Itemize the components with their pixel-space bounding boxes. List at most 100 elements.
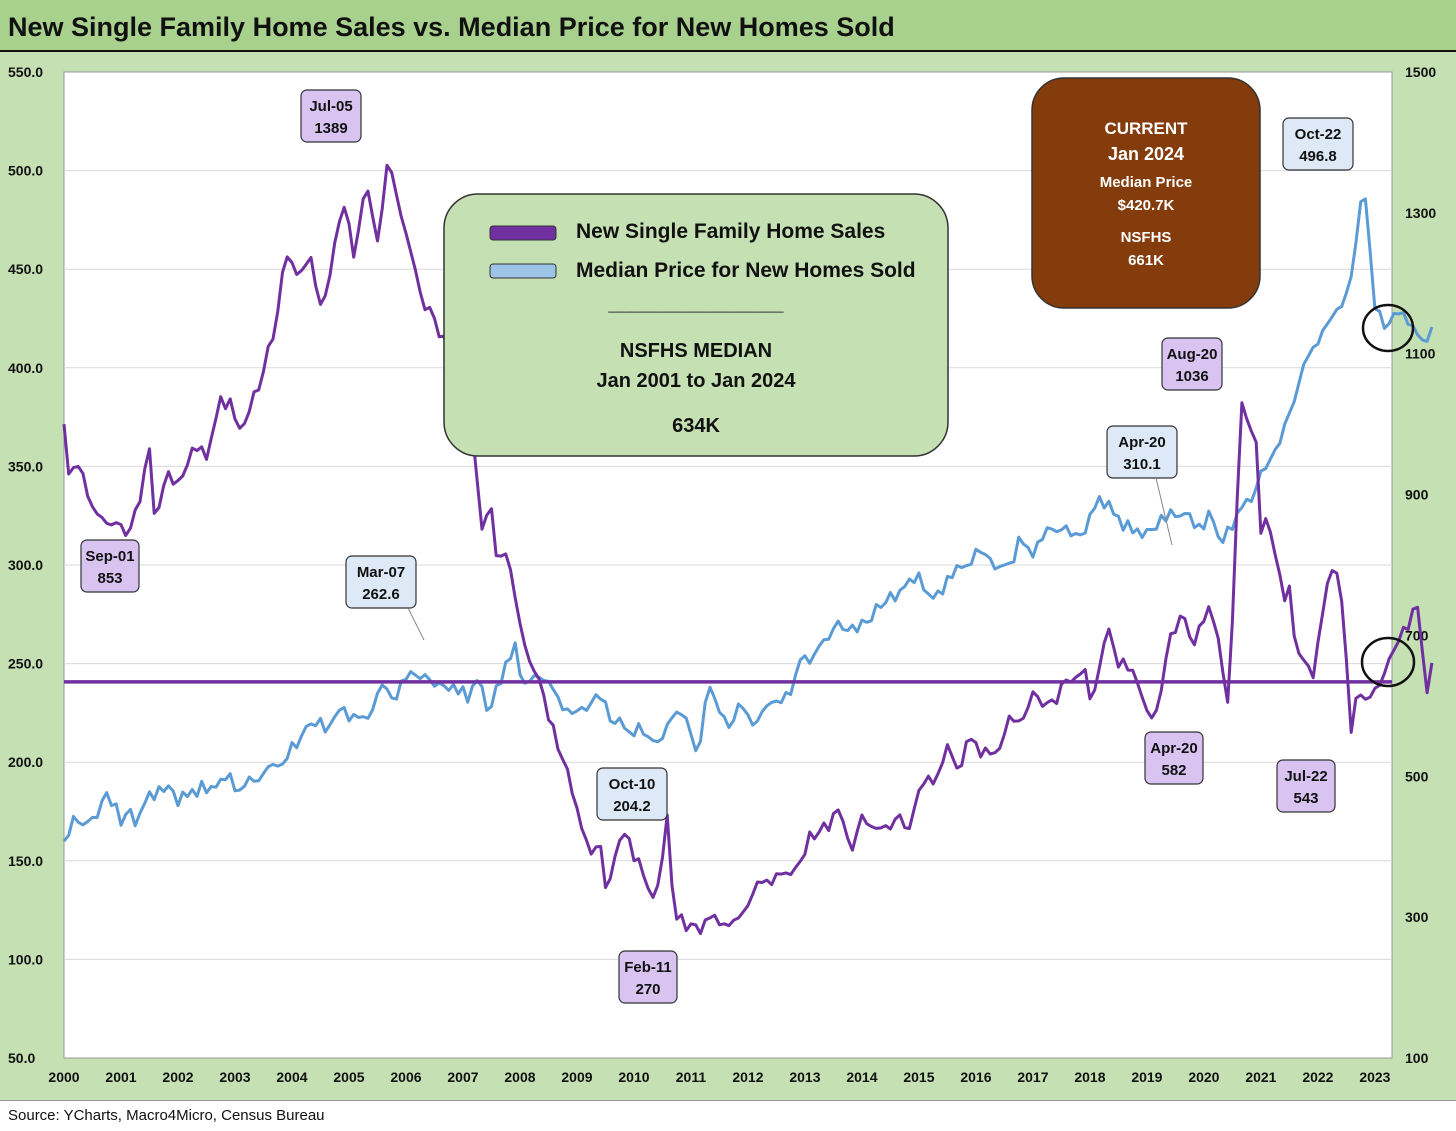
x-tick-label: 2016 [960, 1069, 991, 1085]
x-tick-label: 2013 [789, 1069, 820, 1085]
data-callout: Apr-20 582 [1144, 731, 1204, 785]
x-tick-label: 2012 [732, 1069, 763, 1085]
callout-date: Sep-01 [85, 548, 134, 565]
data-callout: Aug-20 1036 [1161, 337, 1223, 391]
current-box-line: CURRENT [1104, 119, 1188, 138]
callout-value: 853 [97, 570, 122, 587]
median-value: 634K [672, 415, 720, 437]
y-right-tick-label: 500 [1405, 768, 1429, 784]
callout-date: Mar-07 [357, 564, 405, 581]
callout-box [1276, 759, 1336, 813]
y-right-tick-label: 100 [1405, 1050, 1429, 1066]
y-right-tick-label: 300 [1405, 909, 1429, 925]
x-tick-label: 2017 [1017, 1069, 1048, 1085]
median-range: Jan 2001 to Jan 2024 [596, 370, 796, 392]
legend-box [443, 193, 949, 457]
current-box-line: Median Price [1100, 174, 1193, 191]
callout-value: 270 [635, 981, 660, 998]
y-left-tick-label: 200.0 [8, 754, 43, 770]
page-title: New Single Family Home Sales vs. Median … [0, 0, 1456, 52]
callout-box [300, 89, 362, 143]
callout-date: Apr-20 [1118, 434, 1166, 451]
y-left-tick-label: 500.0 [8, 163, 43, 179]
x-tick-label: 2002 [162, 1069, 193, 1085]
callout-value: 310.1 [1123, 456, 1161, 473]
current-sales-circle [1360, 636, 1416, 688]
x-tick-label: 2007 [447, 1069, 478, 1085]
x-tick-label: 2009 [561, 1069, 592, 1085]
home-sales-line [62, 163, 1434, 936]
current-box-line: 661K [1128, 252, 1164, 269]
data-callout: Sep-01 853 [80, 539, 140, 593]
y-left-tick-label: 550.0 [8, 64, 43, 80]
callout-date: Jul-05 [309, 98, 352, 115]
y-left-tick-label: 100.0 [8, 951, 43, 967]
legend-label-price: Median Price for New Homes Sold [576, 259, 916, 282]
y-left-tick-label: 250.0 [8, 656, 43, 672]
legend: New Single Family Home Sales Median Price… [443, 193, 949, 457]
source-note: Source: YCharts, Macro4Micro, Census Bur… [0, 1100, 1456, 1131]
callout-value: 582 [1161, 762, 1186, 779]
callout-box [1106, 425, 1178, 479]
x-tick-label: 2015 [903, 1069, 934, 1085]
y-left-tick-label: 300.0 [8, 557, 43, 573]
x-tick-label: 2019 [1131, 1069, 1162, 1085]
x-tick-label: 2018 [1074, 1069, 1105, 1085]
y-left-tick-label: 50.0 [8, 1050, 35, 1066]
x-tick-label: 2003 [219, 1069, 250, 1085]
y-left-tick-label: 350.0 [8, 458, 43, 474]
callout-box [345, 555, 417, 609]
x-tick-label: 2000 [48, 1069, 79, 1085]
current-box-line: Jan 2024 [1108, 144, 1184, 164]
x-tick-label: 2014 [846, 1069, 877, 1085]
legend-swatch-price [489, 263, 557, 279]
median-price-line [62, 197, 1434, 843]
y-left-tick-label: 450.0 [8, 261, 43, 277]
data-callout: Jul-22 543 [1276, 759, 1336, 813]
x-tick-label: 2020 [1188, 1069, 1219, 1085]
x-tick-label: 2005 [333, 1069, 364, 1085]
callout-box [1161, 337, 1223, 391]
y-left-tick-label: 150.0 [8, 853, 43, 869]
data-callout: Feb-11 270 [618, 950, 678, 1004]
callout-date: Oct-10 [609, 776, 656, 793]
y-right-tick-label: 1100 [1405, 346, 1436, 362]
y-right-tick-label: 900 [1405, 487, 1429, 503]
callout-box [618, 950, 678, 1004]
legend-swatch-sales [489, 225, 557, 241]
data-callout: Mar-07 262.6 [345, 555, 417, 609]
callout-value: 496.8 [1299, 148, 1337, 165]
callout-date: Feb-11 [624, 959, 672, 976]
callout-value: 543 [1293, 790, 1318, 807]
callout-box [80, 539, 140, 593]
current-box-line: $420.7K [1118, 197, 1175, 214]
x-tick-label: 2010 [618, 1069, 649, 1085]
y-right-tick-label: 700 [1405, 627, 1429, 643]
chart-svg: 50.0 100.0 150.0 200.0 250.0 300.0 350.0 400.0 4… [8, 64, 1436, 1085]
x-tick-label: 2001 [105, 1069, 136, 1085]
current-box-bg [1031, 77, 1261, 309]
x-tick-label: 2008 [504, 1069, 535, 1085]
y-left-tick-label: 400.0 [8, 360, 43, 376]
x-tick-label: 2004 [276, 1069, 307, 1085]
current-price-circle [1361, 303, 1415, 353]
median-title: NSFHS MEDIAN [620, 340, 772, 362]
callout-value: 1036 [1175, 368, 1208, 385]
callout-box [1282, 117, 1354, 171]
y-right-tick-label: 1500 [1405, 64, 1436, 80]
current-box: CURRENT Jan 2024 Median Price $420.7K NSFHS 6… [1031, 77, 1261, 309]
callout-date: Aug-20 [1167, 346, 1218, 363]
callout-value: 1389 [314, 120, 347, 137]
callout-date: Oct-22 [1295, 126, 1342, 143]
data-callout: Oct-10 204.2 [596, 767, 668, 821]
data-callout: Jul-05 1389 [300, 89, 362, 143]
leader-line [407, 607, 425, 641]
callout-date: Jul-22 [1284, 768, 1327, 785]
callout-date: Apr-20 [1150, 740, 1198, 757]
leader-line [1155, 477, 1173, 546]
legend-divider: _______________ [607, 292, 784, 315]
x-tick-label: 2023 [1359, 1069, 1390, 1085]
callout-box [596, 767, 668, 821]
callout-value: 204.2 [613, 798, 651, 815]
